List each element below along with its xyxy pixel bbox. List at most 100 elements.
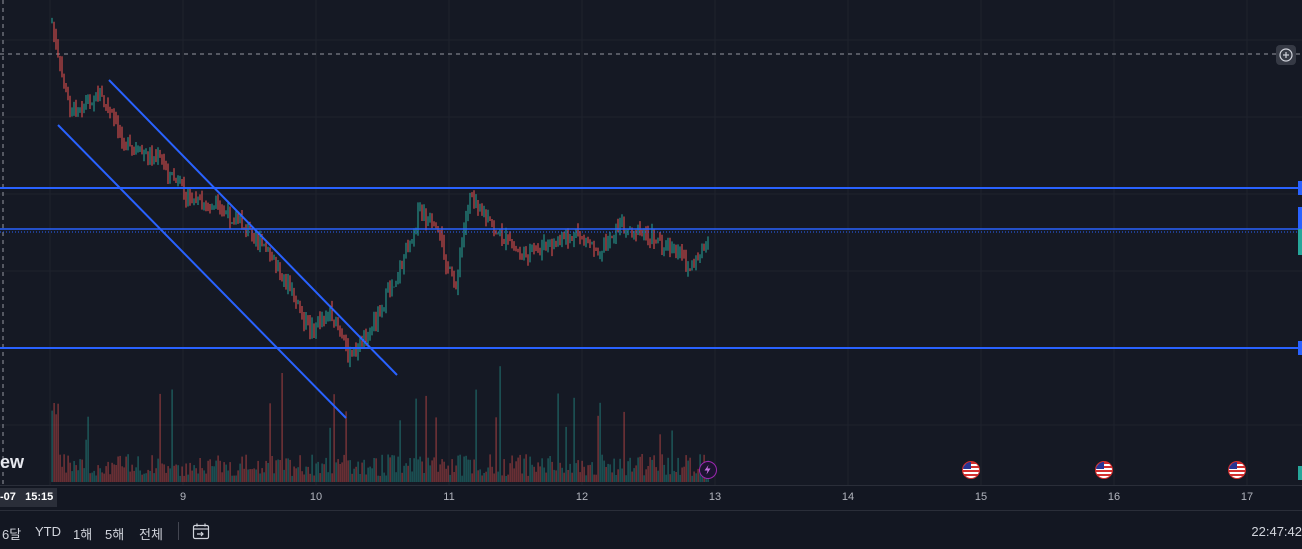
horizontal-line-handle[interactable] — [1298, 181, 1302, 195]
volume-bar — [147, 469, 149, 482]
volume-bar — [299, 455, 301, 482]
volume-bar — [541, 458, 543, 482]
volume-bar — [679, 474, 681, 482]
plus-circle-icon — [1279, 48, 1293, 62]
time-axis[interactable]: -07 15:15 9 10 11 12 13 14 15 16 17 — [0, 485, 1302, 510]
volume-bar — [611, 472, 613, 482]
user-drawings[interactable] — [0, 79, 1302, 419]
volume-bar — [59, 454, 61, 482]
horizontal-line-handle[interactable] — [1298, 207, 1302, 229]
volume-bar — [511, 455, 513, 482]
volume-bar — [229, 462, 231, 482]
volume-bar — [579, 472, 581, 482]
volume-bar — [203, 470, 205, 482]
volume-bar — [481, 475, 483, 482]
volume-bar — [437, 471, 439, 482]
volume-bar — [67, 455, 69, 482]
volume-bar — [353, 468, 355, 482]
volume-bar — [213, 466, 215, 482]
volume-bar — [211, 466, 213, 482]
volume-bar — [263, 472, 265, 482]
volume-bar — [303, 474, 305, 482]
volume-bar — [209, 459, 211, 482]
add-alert-plus-button[interactable] — [1276, 45, 1296, 65]
volume-bar — [257, 460, 259, 482]
volume-bar — [377, 475, 379, 482]
volume-bar — [317, 461, 319, 482]
volume-bar — [245, 454, 247, 482]
volume-bar — [133, 470, 135, 482]
lightning-icon[interactable] — [699, 461, 717, 479]
volume-bar — [305, 466, 307, 482]
volume-bar — [407, 465, 409, 482]
volume-bar — [537, 462, 539, 482]
volume-bar — [387, 454, 389, 482]
volume-bar — [391, 455, 393, 482]
volume-bar — [79, 459, 81, 482]
volume-bar — [573, 397, 575, 482]
volume-bar — [417, 459, 419, 482]
volume-bar — [333, 394, 335, 482]
us-flag-icon[interactable] — [1228, 461, 1246, 479]
volume-bar — [607, 463, 609, 482]
volume-bar — [197, 473, 199, 482]
us-flag-icon[interactable] — [1095, 461, 1113, 479]
range-button-all[interactable]: 전체 — [139, 527, 163, 542]
calendar-goto-icon[interactable] — [191, 521, 211, 541]
volume-bar — [103, 473, 105, 482]
candlestick-series — [51, 17, 709, 368]
chart-pane[interactable]: ew — [0, 0, 1302, 485]
volume-bar — [553, 469, 555, 482]
volume-bar — [495, 417, 497, 482]
volume-bar — [509, 463, 511, 482]
volume-bar — [459, 454, 461, 482]
volume-bar — [291, 475, 293, 482]
volume-bar — [255, 469, 257, 482]
volume-bar — [55, 414, 57, 482]
volume-bar — [285, 458, 287, 482]
price-chart[interactable] — [0, 0, 1302, 485]
volume-bar — [469, 459, 471, 482]
horizontal-line-handle[interactable] — [1298, 341, 1302, 355]
range-button-1y[interactable]: 1해 — [73, 527, 93, 542]
volume-bar — [677, 457, 679, 482]
volume-bar — [415, 398, 417, 482]
volume-bar — [571, 472, 573, 482]
volume-bar — [293, 466, 295, 482]
volume-bar — [521, 473, 523, 482]
volume-bar — [181, 466, 183, 482]
volume-bar — [233, 475, 235, 482]
volume-bar — [91, 472, 93, 482]
volume-bar — [667, 457, 669, 482]
volume-bar — [279, 460, 281, 482]
range-button-5y[interactable]: 5해 — [105, 527, 125, 542]
volume-bar — [141, 474, 143, 482]
volume-bar — [117, 456, 119, 482]
volume-bar — [89, 473, 91, 482]
volume-marker — [1298, 466, 1302, 480]
volume-bar — [319, 473, 321, 482]
volume-bar — [83, 468, 85, 482]
us-flag-icon[interactable] — [962, 461, 980, 479]
volume-bar — [105, 466, 107, 482]
volume-bar — [241, 456, 243, 482]
volume-bar — [313, 475, 315, 482]
volume-bar — [431, 460, 433, 482]
range-button-ytd[interactable]: YTD — [35, 524, 61, 539]
volume-bar — [603, 460, 605, 482]
volume-bar — [615, 475, 617, 482]
volume-bar — [491, 466, 493, 482]
volume-bar — [327, 472, 329, 482]
volume-bar — [657, 470, 659, 482]
volume-bar — [527, 475, 529, 482]
volume-bar — [395, 472, 397, 482]
range-button-6m[interactable]: 6달 — [2, 527, 22, 542]
volume-bar — [287, 458, 289, 482]
volume-bar — [231, 475, 233, 482]
volume-bar — [551, 461, 553, 482]
volume-bar — [401, 472, 403, 482]
volume-bar — [393, 455, 395, 482]
volume-bar — [525, 454, 527, 482]
clock[interactable]: 22:47:42 — [1251, 524, 1302, 539]
volume-bar — [161, 463, 163, 482]
